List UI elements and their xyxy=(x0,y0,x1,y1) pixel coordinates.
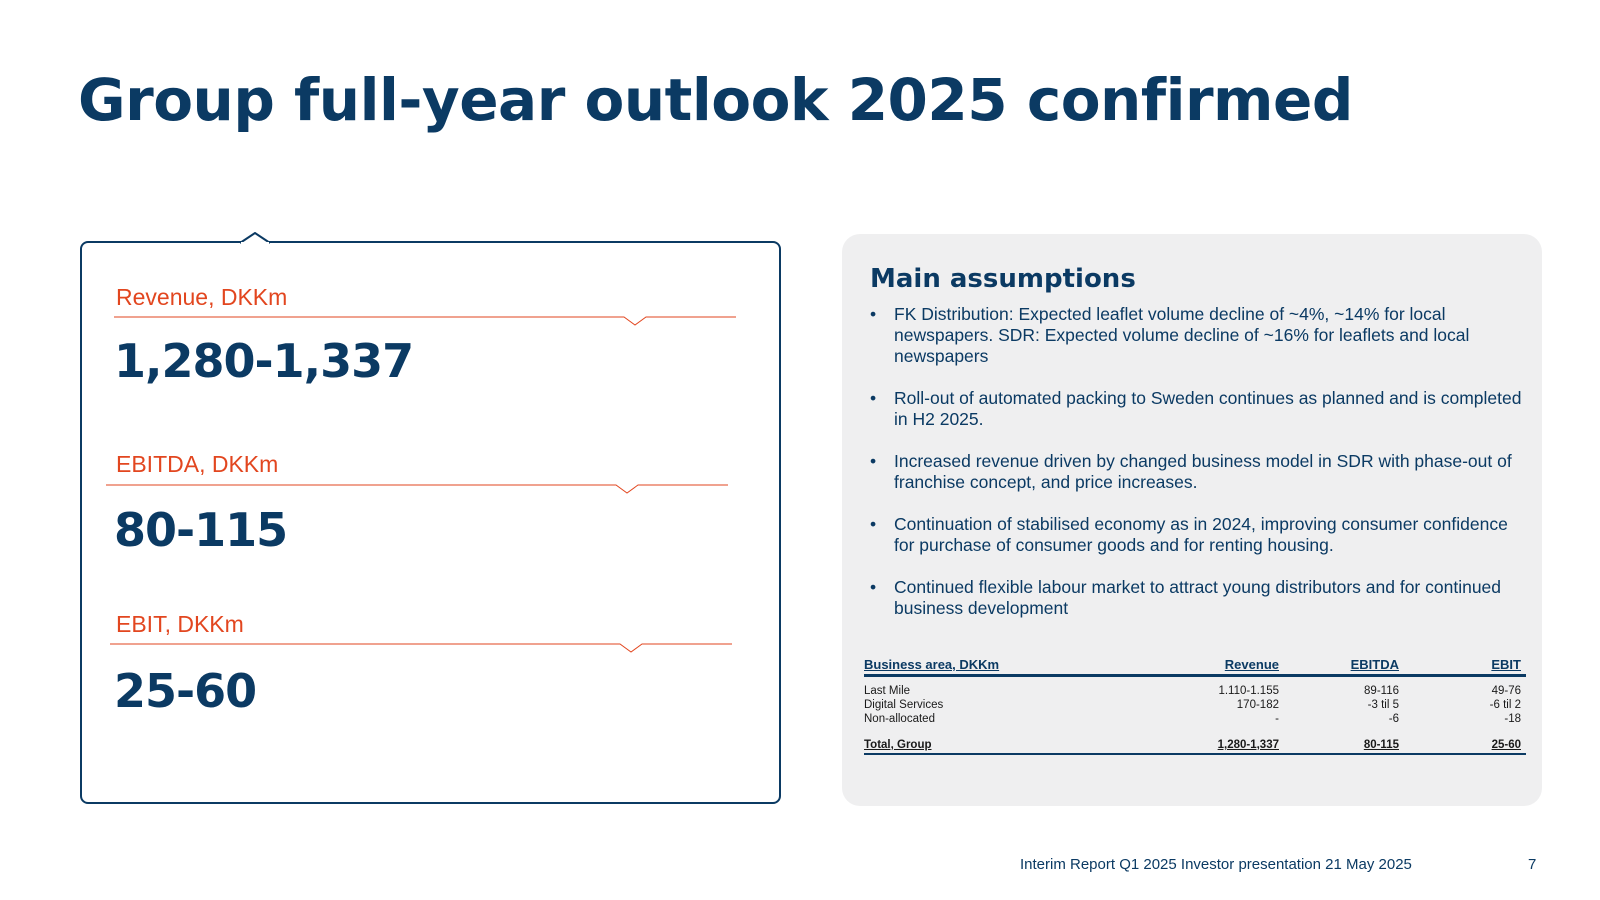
kpi-value-ebit: 25-60 xyxy=(114,664,257,718)
kpi-value-revenue: 1,280-1,337 xyxy=(114,334,414,388)
table-row: Digital Services 170-182 -3 til 5 -6 til… xyxy=(864,698,1526,712)
table-cell: - xyxy=(1275,713,1279,725)
kpi-value-ebitda: 80-115 xyxy=(114,503,288,557)
table-header-row: Business area, DKKm Revenue EBITDA EBIT xyxy=(864,657,1526,677)
table-cell: Digital Services xyxy=(864,699,944,711)
table-header: EBIT xyxy=(1404,657,1526,677)
assumptions-panel xyxy=(842,234,1542,806)
kpi-divider-ebitda xyxy=(106,484,728,494)
table-cell: Last Mile xyxy=(864,685,911,697)
table-cell: -3 til 5 xyxy=(1367,699,1399,711)
footer-text: Interim Report Q1 2025 Investor presenta… xyxy=(1020,856,1412,873)
table-cell: 25-60 xyxy=(1404,738,1526,755)
assumption-item: • FK Distribution: Expected leaflet volum… xyxy=(870,304,1470,366)
table-header: EBITDA xyxy=(1284,657,1404,677)
table-cell: -6 til 2 xyxy=(1489,699,1521,711)
assumptions-title: Main assumptions xyxy=(870,264,1136,294)
table-cell: Total, Group xyxy=(864,738,1144,755)
assumption-item: • Continued flexible labour market to att… xyxy=(870,577,1502,618)
table-header: Business area, DKKm xyxy=(864,657,1144,677)
bullet-icon: • xyxy=(870,577,877,597)
bullet-icon: • xyxy=(870,514,877,534)
assumption-item: • Roll-out of automated packing to Sweden… xyxy=(870,388,1522,429)
table-header: Revenue xyxy=(1144,657,1284,677)
table-cell: 89-116 xyxy=(1364,685,1399,697)
kpi-divider-revenue xyxy=(114,316,736,326)
kpi-label-ebit: EBIT, DKKm xyxy=(116,611,244,637)
panel-notch xyxy=(240,232,270,244)
table-cell: 170-182 xyxy=(1236,699,1279,711)
page-title: Group full-year outlook 2025 confirmed xyxy=(78,66,1353,134)
table-row: Non-allocated - -6 -18 xyxy=(864,712,1526,726)
page-number: 7 xyxy=(1528,856,1537,873)
table-cell: -18 xyxy=(1504,713,1521,725)
bullet-icon: • xyxy=(870,304,877,324)
assumption-item: • Continuation of stabilised economy as i… xyxy=(870,514,1508,555)
kpi-divider-ebit xyxy=(110,643,732,653)
table-cell: 49-76 xyxy=(1491,685,1521,697)
kpi-label-ebitda: EBITDA, DKKm xyxy=(116,451,279,477)
assumption-item: • Increased revenue driven by changed bus… xyxy=(870,451,1512,492)
bullet-icon: • xyxy=(870,388,877,408)
table-cell: Non-allocated xyxy=(864,713,935,725)
kpi-panel xyxy=(80,241,781,804)
table-cell: 1,280-1,337 xyxy=(1144,738,1284,755)
table-row: Last Mile 1.110-1.155 89-116 49-76 xyxy=(864,684,1526,698)
table-total-row: Total, Group 1,280-1,337 80-115 25-60 xyxy=(864,738,1526,755)
assumptions-list: • FK Distribution: Expected leaflet volum… xyxy=(868,304,1528,640)
table-cell: -6 xyxy=(1388,713,1399,725)
kpi-label-revenue: Revenue, DKKm xyxy=(116,284,288,310)
table-cell: 1.110-1.155 xyxy=(1218,685,1279,697)
business-area-table: Business area, DKKm Revenue EBITDA EBIT … xyxy=(864,657,1526,755)
bullet-icon: • xyxy=(870,451,877,471)
table-cell: 80-115 xyxy=(1284,738,1404,755)
